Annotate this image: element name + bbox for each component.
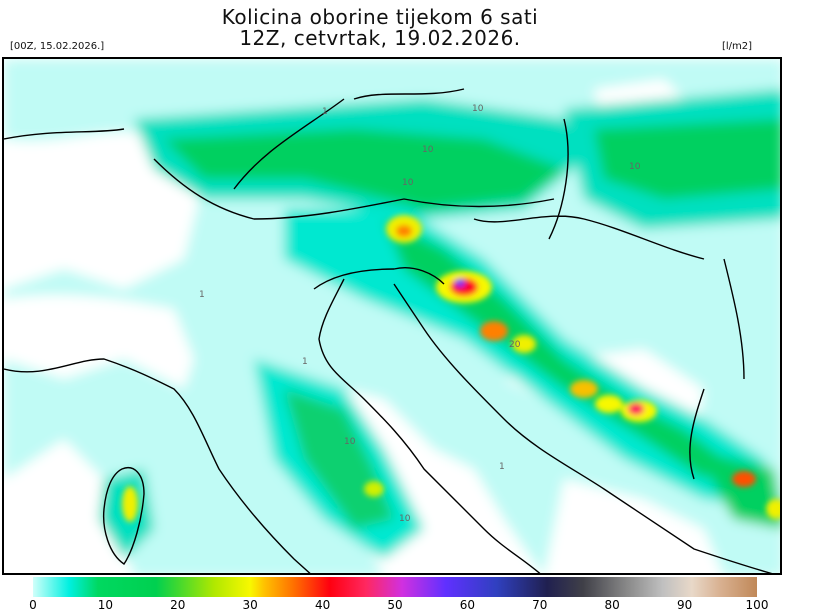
map-svg: 1 10 10 10 1 10 20 1 10 1 10 xyxy=(4,59,780,573)
colorbar-tick-label: 0 xyxy=(29,598,37,612)
contour-label: 1 xyxy=(199,290,205,300)
map-valid-time: 12Z, cetvrtak, 19.02.2026. xyxy=(239,26,521,50)
contour-label: 1 xyxy=(322,107,328,117)
contour-label: 10 xyxy=(402,178,414,188)
colorbar-tick-label: 60 xyxy=(459,598,476,612)
contour-label: 1 xyxy=(499,462,505,472)
colorbar-tick-label: 50 xyxy=(387,598,403,612)
contour-labels: 1 10 10 10 1 10 20 1 10 1 10 xyxy=(199,104,641,524)
colorbar xyxy=(33,577,757,597)
colorbar-tick-label: 90 xyxy=(676,598,693,612)
contour-label: 20 xyxy=(509,340,521,350)
contour-label: 10 xyxy=(472,104,484,114)
precip-maxima xyxy=(122,215,780,522)
map-title: Kolicina oborine tijekom 6 sati xyxy=(221,5,539,29)
colorbar-tick-label: 80 xyxy=(604,598,620,612)
colorbar-tick-label: 10 xyxy=(97,598,114,612)
precip-field xyxy=(4,59,780,573)
colorbar-tick-label: 30 xyxy=(242,598,258,612)
colorbar-tick-label: 100 xyxy=(745,598,769,612)
colorbar-tick-label: 40 xyxy=(314,598,331,612)
precipitation-map: 1 10 10 10 1 10 20 1 10 1 10 xyxy=(2,57,782,575)
contour-label: 10 xyxy=(629,162,641,172)
contour-label: 10 xyxy=(399,514,411,524)
coastlines-borders xyxy=(4,88,773,573)
contour-label: 1 xyxy=(302,357,308,367)
unit-label: [l/m2] xyxy=(722,41,753,52)
colorbar-tick-label: 70 xyxy=(532,598,548,612)
colorbar-tick-label: 20 xyxy=(170,598,186,612)
contour-label: 10 xyxy=(344,437,356,447)
contour-label: 10 xyxy=(422,145,434,155)
model-run-label: [00Z, 15.02.2026.] xyxy=(10,41,105,52)
